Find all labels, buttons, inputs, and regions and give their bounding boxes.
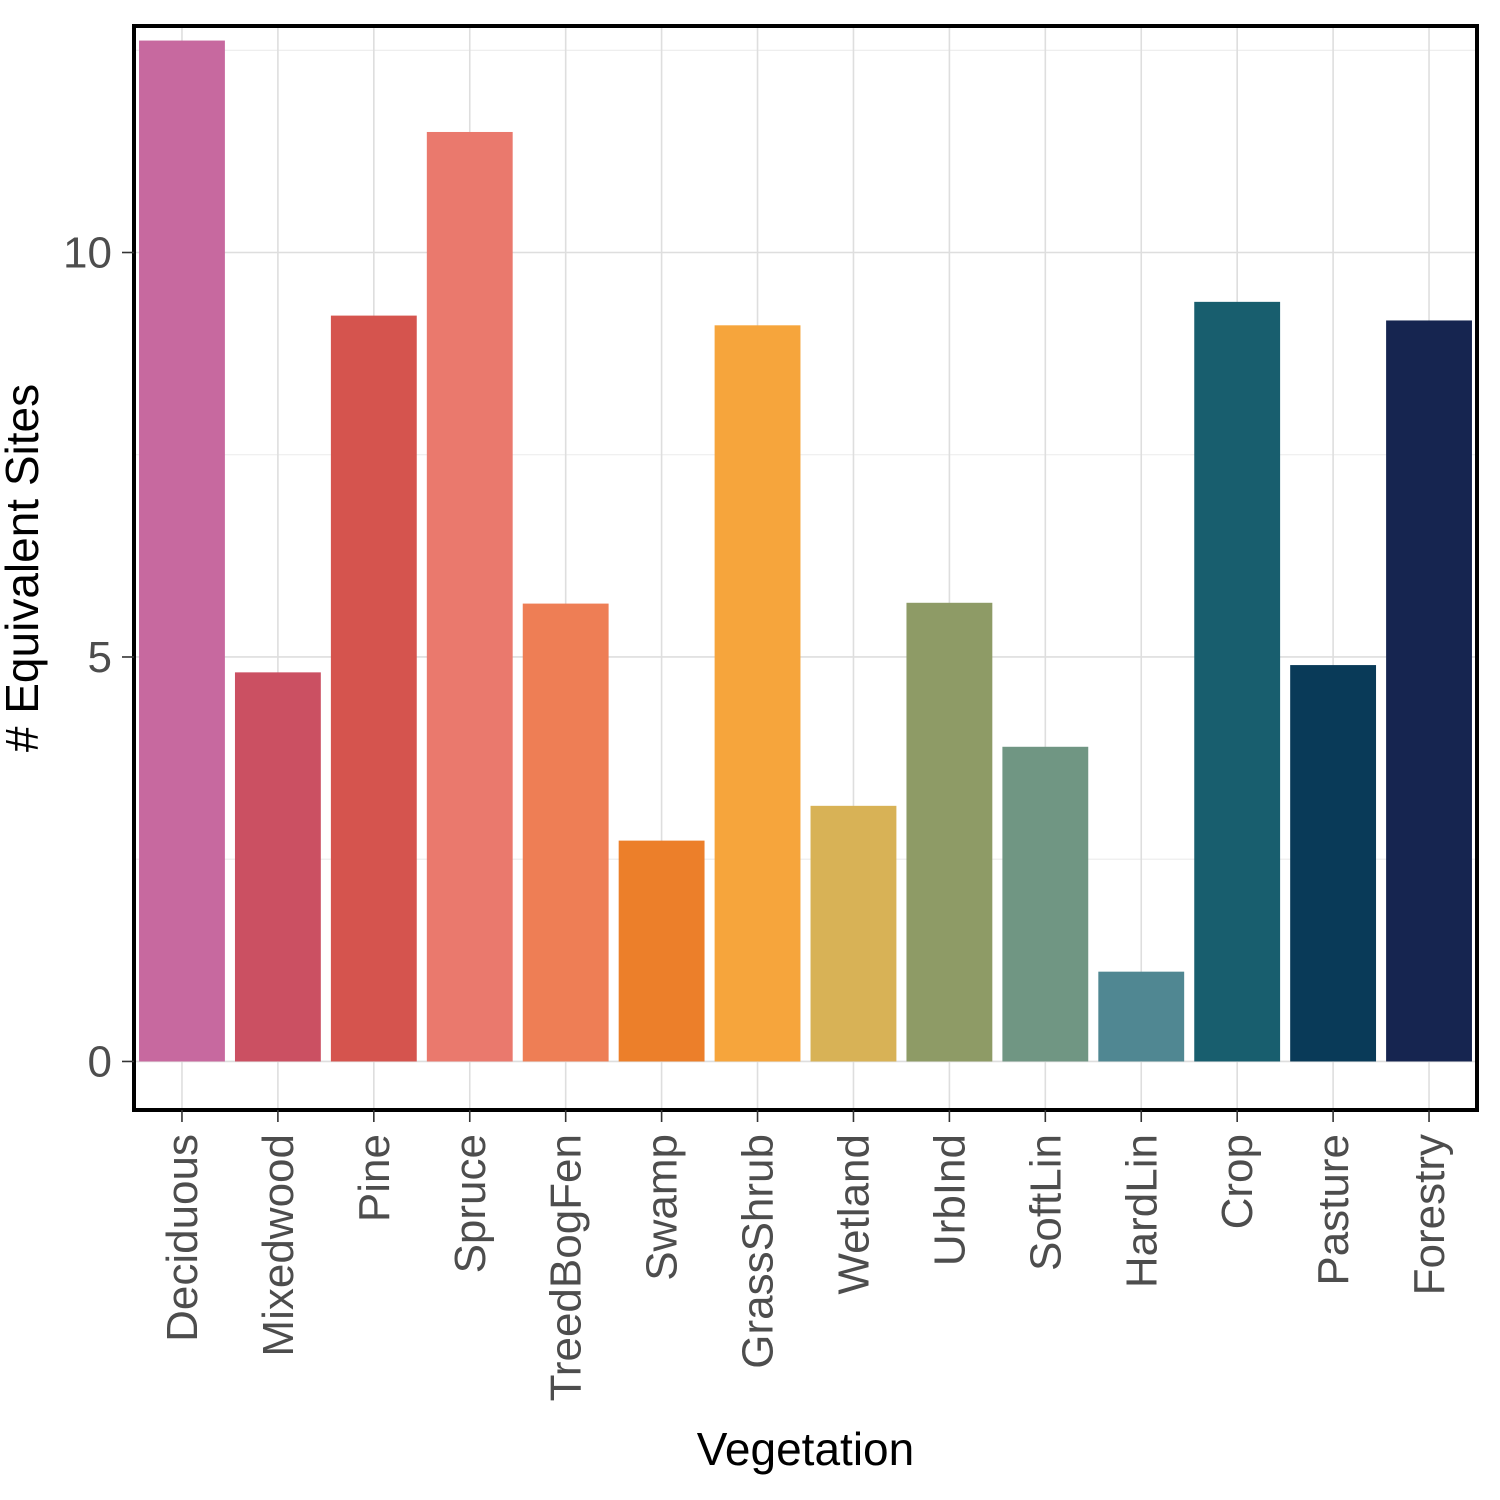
- y-tick-label: 5: [88, 633, 112, 682]
- x-tick-label-spruce: Spruce: [446, 1134, 495, 1273]
- y-tick-label: 0: [88, 1037, 112, 1086]
- bar-softlin: [1002, 746, 1089, 1062]
- x-tick-label-grassshrub: GrassShrub: [734, 1134, 783, 1369]
- bar-grassshrub: [714, 325, 801, 1062]
- bar-hardlin: [1098, 971, 1185, 1062]
- bar-pine: [330, 315, 417, 1062]
- axis-layer: 0 5 10 Deciduous Mixedwood Pine Spruce TreedBog…: [63, 229, 1454, 1402]
- bar-spruce: [426, 131, 513, 1062]
- x-tick-label-wetland: Wetland: [829, 1134, 878, 1295]
- x-tick-label-softlin: SoftLin: [1021, 1134, 1070, 1271]
- x-tick-label-swamp: Swamp: [638, 1134, 687, 1281]
- x-tick-label-forestry: Forestry: [1405, 1134, 1454, 1295]
- bar-layer: [139, 40, 1472, 1062]
- bar-treedbogfen: [522, 603, 609, 1062]
- y-axis-title: # Equivalent Sites: [0, 384, 48, 752]
- bar-mixedwood: [234, 672, 321, 1062]
- x-tick-label-pasture: Pasture: [1309, 1134, 1358, 1286]
- bar-forestry: [1386, 320, 1472, 1062]
- x-tick-label-deciduous: Deciduous: [158, 1134, 207, 1342]
- y-tick-label: 10: [63, 229, 112, 278]
- panel-border: [132, 24, 1479, 1112]
- bar-swamp: [618, 840, 705, 1062]
- bar-pasture: [1290, 665, 1377, 1062]
- x-tick-label-crop: Crop: [1213, 1134, 1262, 1229]
- bar-urbind: [906, 602, 993, 1062]
- x-tick-label-treedbogfen: TreedBogFen: [542, 1134, 591, 1401]
- bar-deciduous: [139, 40, 225, 1062]
- x-tick-label-hardlin: HardLin: [1117, 1134, 1166, 1288]
- x-axis-title: Vegetation: [697, 1423, 914, 1475]
- bar-crop: [1194, 301, 1281, 1062]
- x-tick-label-mixedwood: Mixedwood: [254, 1134, 303, 1357]
- bar-wetland: [810, 805, 897, 1062]
- x-tick-label-pine: Pine: [350, 1134, 399, 1222]
- x-tick-label-urbind: UrbInd: [925, 1134, 974, 1266]
